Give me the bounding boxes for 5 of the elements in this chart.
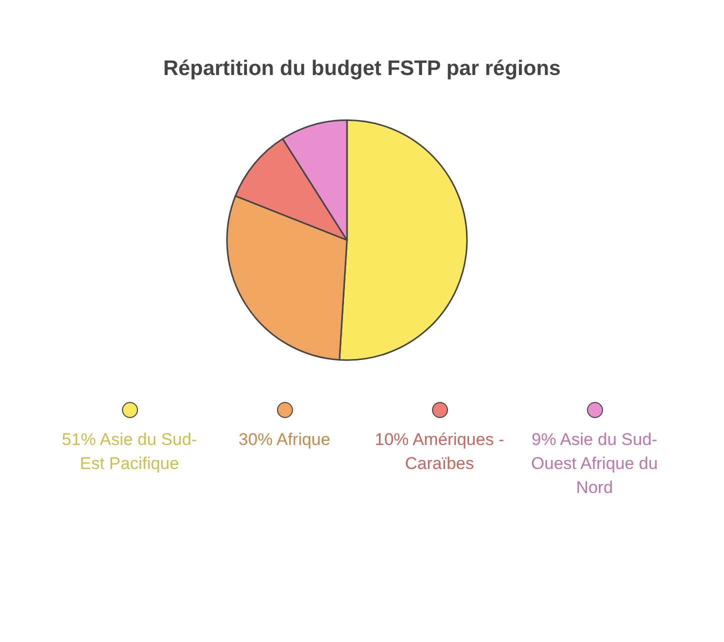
legend-label: 51% Asie du Sud-Est Pacifique (62, 430, 198, 473)
legend-label: 9% Asie du Sud-Ouest Afrique du Nord (531, 430, 658, 497)
chart-title: Répartition du budget FSTP par régions (163, 56, 561, 80)
legend-label: 30% Afrique (238, 430, 330, 449)
legend-label: 10% Amériques - Caraïbes (374, 430, 504, 473)
